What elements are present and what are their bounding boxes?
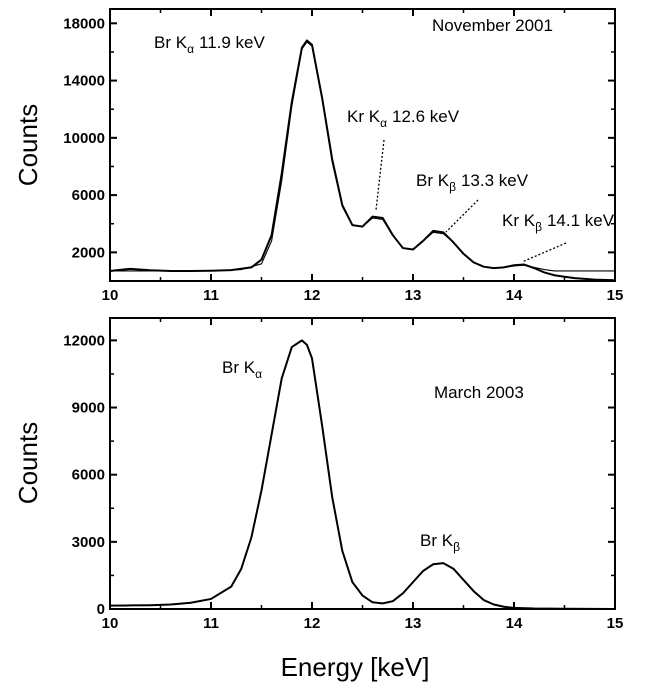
bottom-annotation-br-kb-label: Br K — [420, 531, 454, 550]
bot-y-tick-label: 9000 — [72, 400, 105, 417]
top-panel: 10 11 12 13 14 15 2000 6000 10000 14000 18000 Cou… — [13, 8, 624, 304]
x-axis-title: Energy [keV] — [281, 652, 430, 682]
top-series-measured-line — [109, 39, 616, 282]
bottom-y-tick-labels: 0 3000 6000 9000 12000 — [63, 332, 105, 618]
top-date-label: November 2001 — [432, 16, 553, 35]
top-x-tick-label: 14 — [506, 287, 523, 304]
top-x-tick-label: 11 — [203, 287, 219, 304]
top-x-tick-label: 15 — [607, 287, 624, 304]
bot-y-tick-label: 12000 — [63, 332, 105, 349]
bot-x-tick-label: 15 — [607, 615, 624, 632]
bot-x-tick-label: 10 — [102, 615, 119, 632]
top-annotation-kr-kb: Kr Kβ 14.1 keV — [502, 211, 615, 234]
top-annotation-kr-ka: Kr Kα 12.6 keV — [347, 107, 460, 130]
top-annotation-br-ka: Br Kα 11.9 keV — [154, 33, 266, 56]
top-x-tick-label: 13 — [405, 287, 422, 304]
top-annotation-kr-ka-sub: α — [380, 116, 387, 130]
bot-x-tick-label: 11 — [203, 615, 219, 632]
top-x-tick-label: 12 — [304, 287, 321, 304]
top-leader-kr-kb — [521, 242, 567, 263]
bottom-y-axis-title: Counts — [13, 422, 43, 504]
top-annotation-kr-kb-label: Kr K — [502, 211, 536, 230]
top-ticks — [109, 9, 616, 281]
bot-y-tick-label: 0 — [97, 601, 105, 618]
top-y-axis-title: Counts — [13, 104, 43, 186]
bottom-annotation-br-ka-label: Br K — [222, 358, 256, 377]
top-annotation-br-kb-energy: 13.3 keV — [461, 171, 529, 190]
bot-y-tick-label: 3000 — [72, 534, 105, 551]
top-annotation-kr-kb-energy: 14.1 keV — [547, 211, 615, 230]
top-annotation-br-kb-sub: β — [449, 180, 456, 194]
top-y-tick-label: 10000 — [63, 130, 105, 147]
top-x-tick-labels: 10 11 12 13 14 15 — [102, 287, 624, 304]
top-annotation-kr-ka-label: Kr K — [347, 107, 381, 126]
bot-x-tick-label: 13 — [405, 615, 422, 632]
top-annotation-br-ka-energy: 11.9 keV — [199, 33, 266, 52]
top-leader-kr-ka — [375, 139, 385, 211]
top-y-tick-label: 18000 — [63, 15, 105, 32]
top-leader-br-kb — [445, 199, 479, 233]
bot-series-measured-line — [109, 339, 616, 610]
bottom-annotation-br-ka-sub: α — [255, 367, 262, 381]
bottom-date-label: March 2003 — [434, 383, 524, 402]
bot-x-tick-label: 12 — [304, 615, 321, 632]
bottom-annotation-br-kb: Br Kβ — [420, 531, 460, 554]
bottom-annotation-br-ka: Br Kα — [222, 358, 262, 381]
bot-y-tick-label: 6000 — [72, 467, 105, 484]
top-y-tick-labels: 2000 6000 10000 14000 18000 — [63, 15, 105, 261]
top-y-tick-label: 6000 — [72, 187, 105, 204]
bot-x-tick-label: 14 — [506, 615, 523, 632]
bottom-plot-frame — [109, 317, 616, 610]
top-y-tick-label: 14000 — [63, 73, 105, 90]
top-series — [109, 39, 616, 282]
top-annotation-kr-ka-energy: 12.6 keV — [392, 107, 460, 126]
bottom-annotation-br-kb-sub: β — [453, 540, 460, 554]
top-x-tick-label: 10 — [102, 287, 119, 304]
top-annotation-br-kb: Br Kβ 13.3 keV — [416, 171, 529, 194]
bottom-x-tick-labels: 10 11 12 13 14 15 — [102, 615, 624, 632]
top-annotation-br-ka-label: Br K — [154, 33, 188, 52]
top-annotation-br-kb-label: Br K — [416, 171, 450, 190]
top-series-fit-line — [110, 41, 615, 272]
bottom-ticks — [109, 318, 616, 610]
bottom-series — [109, 339, 616, 610]
top-annotation-br-ka-sub: α — [187, 42, 194, 56]
top-annotation-kr-kb-sub: β — [535, 220, 542, 234]
top-y-tick-label: 2000 — [72, 244, 105, 261]
bottom-panel: 10 11 12 13 14 15 0 3000 6000 9000 12000 Counts M… — [13, 317, 624, 632]
